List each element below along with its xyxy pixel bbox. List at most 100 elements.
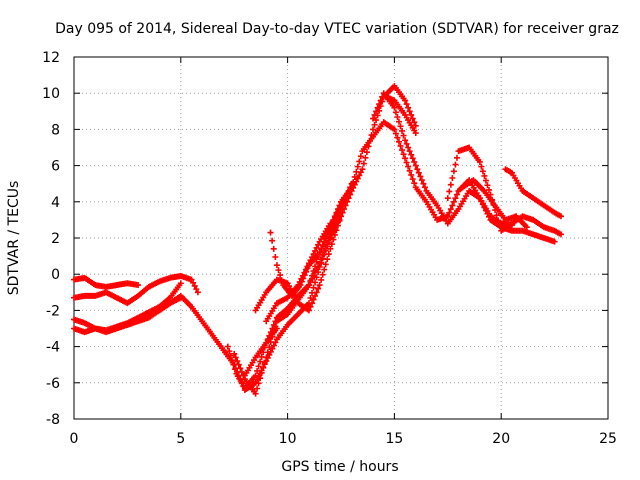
data-point <box>395 118 402 125</box>
y-tick-label: 2 <box>51 231 60 247</box>
data-point <box>301 269 308 276</box>
data-point <box>226 348 233 355</box>
data-point <box>193 286 200 293</box>
series-sat-j <box>252 213 344 314</box>
data-point <box>409 155 416 162</box>
data-point <box>264 349 271 356</box>
data-point <box>450 168 457 175</box>
data-point <box>227 352 234 359</box>
data-point <box>304 263 311 270</box>
data-point <box>254 385 261 392</box>
data-point <box>229 357 236 364</box>
data-point <box>325 251 332 258</box>
y-tick-label: -6 <box>46 376 60 392</box>
data-point <box>307 278 314 285</box>
data-point <box>309 300 316 307</box>
data-point <box>353 168 360 175</box>
data-point <box>336 205 343 212</box>
data-point <box>191 282 198 289</box>
x-tick-label: 0 <box>70 431 79 447</box>
data-point <box>194 289 201 296</box>
data-point <box>408 171 415 178</box>
data-point <box>307 303 314 310</box>
data-point <box>310 296 317 303</box>
data-point <box>298 275 305 282</box>
data-point <box>305 260 312 267</box>
data-point <box>402 155 409 162</box>
data-point <box>357 153 364 160</box>
data-point <box>266 344 273 351</box>
data-point <box>310 251 317 258</box>
data-point <box>447 206 454 213</box>
data-point <box>260 364 267 371</box>
data-point <box>399 127 406 134</box>
data-point <box>273 325 280 332</box>
data-point <box>558 231 565 238</box>
data-point <box>370 126 377 133</box>
data-point <box>334 222 341 229</box>
data-point <box>409 176 416 183</box>
data-point <box>188 276 195 283</box>
y-tick-label: 6 <box>51 159 60 175</box>
data-point <box>235 361 242 368</box>
data-point <box>394 113 401 120</box>
y-tick-label: 10 <box>42 86 60 102</box>
data-point <box>272 254 279 261</box>
data-point <box>322 235 329 241</box>
data-point <box>482 177 489 184</box>
series-sat-h <box>241 325 280 379</box>
data-point <box>354 163 361 170</box>
data-point <box>231 350 238 357</box>
data-point <box>312 269 319 276</box>
data-point <box>373 108 380 115</box>
data-point <box>405 163 412 170</box>
data-point <box>309 275 316 282</box>
data-point <box>354 175 361 182</box>
series-sat-p <box>502 166 565 220</box>
data-point <box>313 274 320 281</box>
data-point <box>359 166 366 173</box>
data-point <box>257 358 264 365</box>
data-point <box>450 198 457 205</box>
data-point <box>135 282 142 289</box>
data-point <box>322 261 329 268</box>
data-point <box>377 97 384 104</box>
data-point <box>400 132 407 139</box>
data-point <box>231 366 238 373</box>
data-point <box>348 184 355 191</box>
data-point <box>551 238 558 245</box>
data-point <box>414 166 421 173</box>
y-tick-label: 0 <box>51 267 60 283</box>
data-point <box>269 345 276 352</box>
data-point <box>312 292 319 299</box>
data-point <box>452 195 459 202</box>
y-tick-label: 12 <box>42 50 60 66</box>
x-axis: 0 5 10 15 20 25 <box>70 57 617 447</box>
data-point <box>411 158 418 165</box>
data-point <box>408 111 415 118</box>
data-point <box>318 245 325 252</box>
data-point <box>485 186 492 193</box>
data-point <box>523 224 530 231</box>
data-point <box>376 101 383 108</box>
data-point <box>334 208 341 215</box>
x-axis-label: GPS time / hours <box>281 459 398 475</box>
data-point <box>315 285 322 292</box>
data-point <box>237 365 244 372</box>
data-point <box>324 239 331 246</box>
data-point <box>321 247 328 254</box>
data-point <box>373 117 380 124</box>
data-points <box>71 82 565 397</box>
data-point <box>420 180 427 187</box>
data-point <box>484 182 491 189</box>
data-point <box>310 284 317 291</box>
data-point <box>400 151 407 158</box>
data-point <box>405 104 412 111</box>
data-point <box>409 115 416 122</box>
data-point <box>333 227 340 234</box>
data-point <box>310 272 317 279</box>
data-point <box>258 369 265 376</box>
y-axis-label: SDTVAR / TECUs <box>6 181 22 296</box>
series-sat-e <box>124 294 184 328</box>
data-point <box>417 173 424 180</box>
